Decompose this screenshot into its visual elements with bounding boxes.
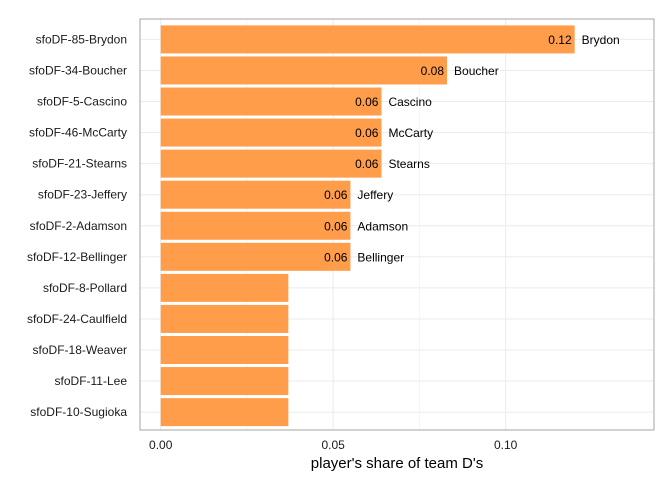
- value-label: 0.08: [421, 64, 445, 78]
- y-tick-label: sfoDF-46-McCarty: [29, 126, 127, 140]
- y-tick-label: sfoDF-23-Jeffery: [38, 188, 127, 202]
- name-label: Boucher: [454, 64, 499, 78]
- bar-sfoDF-34-Boucher: [160, 56, 448, 85]
- x-tick-label: 0.05: [322, 438, 346, 452]
- bar-labels: 0.12 Brydon 0.08 Boucher 0.06 Cascino 0.06 McCa…: [324, 33, 620, 264]
- y-tick-label: sfoDF-18-Weaver: [33, 343, 127, 357]
- value-label: 0.06: [324, 250, 348, 264]
- name-label: Adamson: [357, 219, 408, 233]
- bars: [160, 25, 575, 427]
- bar-sfoDF-23-Jeffery: [160, 180, 351, 209]
- bar-sfoDF-12-Bellinger: [160, 242, 351, 271]
- bar-sfoDF-10-Sugioka: [160, 398, 289, 427]
- name-label: Bellinger: [357, 250, 404, 264]
- bar-sfoDF-8-Pollard: [160, 273, 289, 302]
- y-tick-label: sfoDF-85-Brydon: [36, 32, 127, 46]
- bar-sfoDF-46-McCarty: [160, 118, 382, 147]
- y-tick-label: sfoDF-2-Adamson: [30, 219, 127, 233]
- y-tick-label: sfoDF-12-Bellinger: [27, 250, 127, 264]
- value-label: 0.06: [355, 126, 379, 140]
- y-tick-label: sfoDF-10-Sugioka: [30, 405, 127, 419]
- name-label: McCarty: [388, 126, 433, 140]
- panel-border: [139, 18, 655, 431]
- value-label: 0.06: [355, 157, 379, 171]
- x-tick-label: 0.10: [494, 438, 518, 452]
- name-label: Brydon: [582, 33, 620, 47]
- bar-sfoDF-24-Caulfield: [160, 304, 289, 333]
- name-label: Jeffery: [357, 188, 393, 202]
- x-axis-ticks: 0.00 0.05 0.10: [149, 438, 518, 452]
- bar-sfoDF-5-Cascino: [160, 87, 382, 116]
- bar-sfoDF-21-Stearns: [160, 149, 382, 178]
- bar-sfoDF-18-Weaver: [160, 336, 289, 364]
- bar-sfoDF-2-Adamson: [160, 211, 351, 240]
- y-tick-label: sfoDF-11-Lee: [55, 374, 128, 388]
- value-label: 0.06: [324, 219, 348, 233]
- value-label: 0.06: [324, 188, 348, 202]
- y-tick-label: sfoDF-5-Cascino: [37, 95, 127, 109]
- name-label: Stearns: [388, 157, 429, 171]
- value-label: 0.12: [548, 33, 572, 47]
- value-label: 0.06: [355, 95, 379, 109]
- y-tick-label: sfoDF-8-Pollard: [43, 281, 127, 295]
- y-tick-label: sfoDF-21-Stearns: [32, 157, 127, 171]
- y-tick-label: sfoDF-34-Boucher: [29, 63, 127, 77]
- y-axis-labels: sfoDF-85-Brydon sfoDF-34-Boucher sfoDF-5-C…: [27, 32, 127, 419]
- y-tick-label: sfoDF-24-Caulfield: [27, 312, 127, 326]
- bar-sfoDF-11-Lee: [160, 367, 289, 396]
- name-label: Cascino: [388, 95, 432, 109]
- bar-sfoDF-85-Brydon: [160, 25, 575, 54]
- x-axis-title: player's share of team D's: [311, 455, 483, 472]
- x-tick-label: 0.00: [149, 438, 173, 452]
